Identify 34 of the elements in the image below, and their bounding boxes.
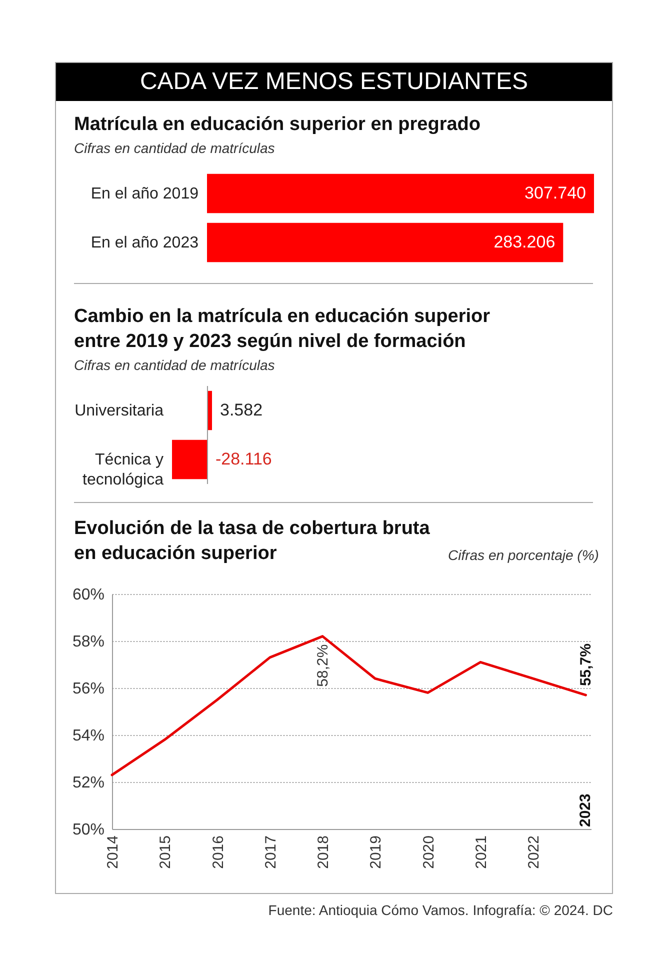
data-label: -28.116 (215, 450, 272, 468)
y-tick-label: 60% (72, 586, 104, 604)
chart-title: Matrícula en educación superior en pregrado (74, 113, 482, 137)
data-label: 55,7% (578, 644, 595, 686)
text: Cambio en la matrícula en educación superior entre 2019 y 2023 según nivel de formación (74, 305, 492, 354)
x-tick-label: 2016 (210, 836, 227, 869)
data-label: 283.206 (494, 232, 556, 252)
y-tick-label: 58% (72, 634, 104, 650)
y-tick-label: 56% (72, 680, 104, 698)
data-label: 307.740 (524, 184, 586, 202)
x-tick-label: 2020 (420, 836, 438, 869)
y-tick-label: 50% (72, 822, 104, 838)
x-tick-label: 2017 (262, 836, 280, 869)
chart-subtitle: Cifras en cantidad de matrículas (74, 356, 276, 374)
chart-title: Evolución de la tasa de cobertura bruta en educación superior (74, 517, 431, 566)
source-note: Fuente: Antioquia Cómo Vamos. Infografía: © 2024. DC (268, 902, 613, 918)
annotation: 2023 (577, 794, 594, 827)
y-tick-label: 54% (72, 728, 104, 744)
x-tick-label: 2022 (526, 836, 543, 869)
y-tick-label: En el año 2023 (90, 234, 199, 252)
text: CADA VEZ MENOS ESTUDIANTES (56, 63, 612, 101)
y-tick-label: 52% (72, 774, 104, 792)
data-label: 3.582 (220, 400, 263, 420)
data-label: 58,2% (314, 644, 332, 687)
y-tick-label: En el año 2019 (90, 186, 199, 202)
chart-subtitle: Cifras en cantidad de matrículas (74, 139, 276, 157)
x-tick-label: 2018 (315, 836, 332, 869)
x-tick-label: 2014 (104, 836, 122, 869)
chart-subtitle: Cifras en porcentaje (%) (448, 546, 599, 565)
x-tick-label: 2015 (157, 836, 174, 869)
y-tick-label: Universitaria (74, 402, 164, 420)
y-tick-label: Técnica y tecnológica (82, 452, 164, 488)
x-tick-label: 2019 (368, 836, 385, 869)
x-tick-label: 2021 (472, 836, 490, 869)
